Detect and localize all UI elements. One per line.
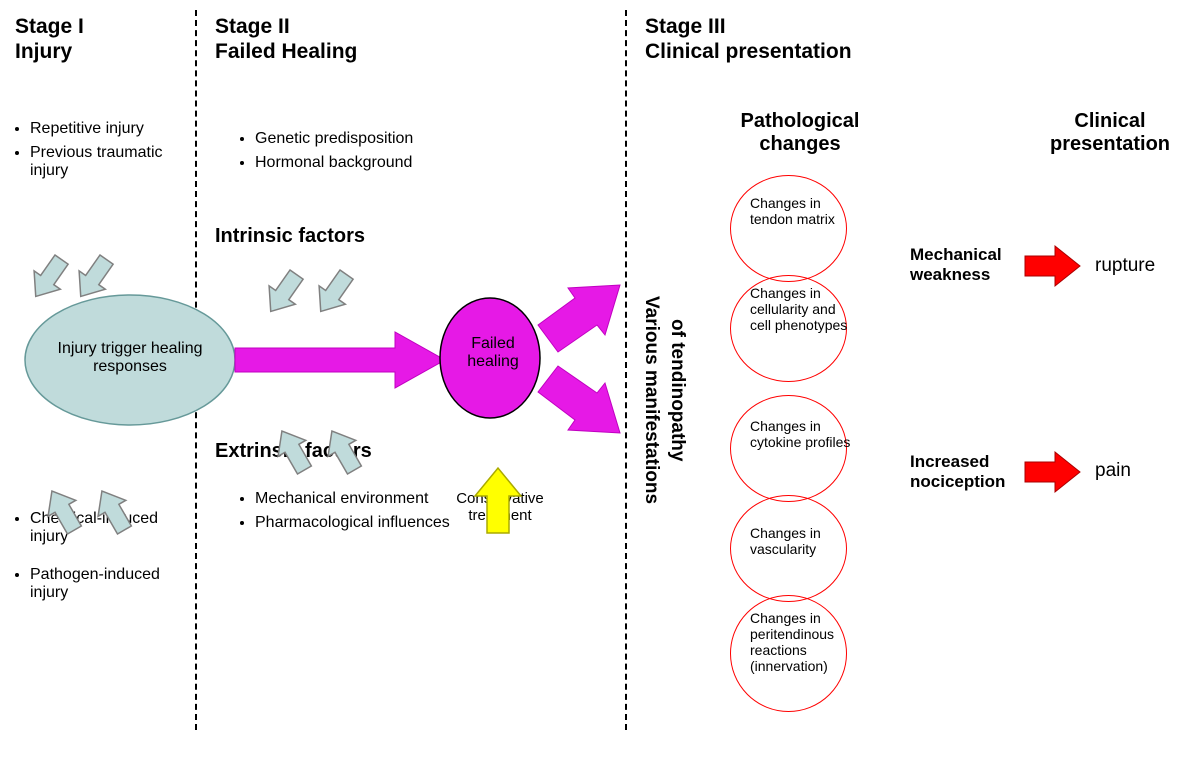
rupture-label: rupture xyxy=(1095,255,1155,277)
clinical-presentation-title: Clinical presentation xyxy=(1030,110,1190,156)
injury-oval-text: Injury trigger healing responses xyxy=(55,340,205,376)
circle-4-text: Changes in vascularity xyxy=(750,525,860,557)
vlabel-l1: Various manifestations xyxy=(641,296,662,504)
vlabel-l2: of tendinopathy xyxy=(667,319,688,461)
circle-2-text: Changes in cellularity and cell phenotyp… xyxy=(750,285,860,333)
circle-5-text: Changes in peritendinous reactions (inne… xyxy=(750,610,860,674)
circle-1 xyxy=(730,175,847,282)
diagram-svg xyxy=(0,0,1200,769)
pain-label: pain xyxy=(1095,460,1131,482)
failed-healing-l2: healing xyxy=(467,353,519,370)
magenta-arrow-out-top xyxy=(538,285,620,352)
failed-healing-oval-text: Failed healing xyxy=(458,335,528,371)
circle-3-text: Changes in cytokine profiles xyxy=(750,418,860,450)
yellow-arrow-treatment xyxy=(475,468,521,533)
mechanical-weakness-label: Mechanical weakness xyxy=(910,245,1020,285)
magenta-arrow-main xyxy=(235,332,445,388)
red-arrow-rupture xyxy=(1025,246,1080,286)
vertical-label-2: of tendinopathy xyxy=(666,260,688,520)
vertical-label: Various manifestations xyxy=(640,200,662,600)
failed-healing-l1: Failed xyxy=(471,335,515,352)
increased-nociception-label: Increased nociception xyxy=(910,452,1030,492)
pathological-changes-title: Pathological changes xyxy=(720,110,880,156)
red-arrow-pain xyxy=(1025,452,1080,492)
magenta-arrow-out-bottom xyxy=(538,366,620,433)
circle-1-text: Changes in tendon matrix xyxy=(750,195,860,227)
